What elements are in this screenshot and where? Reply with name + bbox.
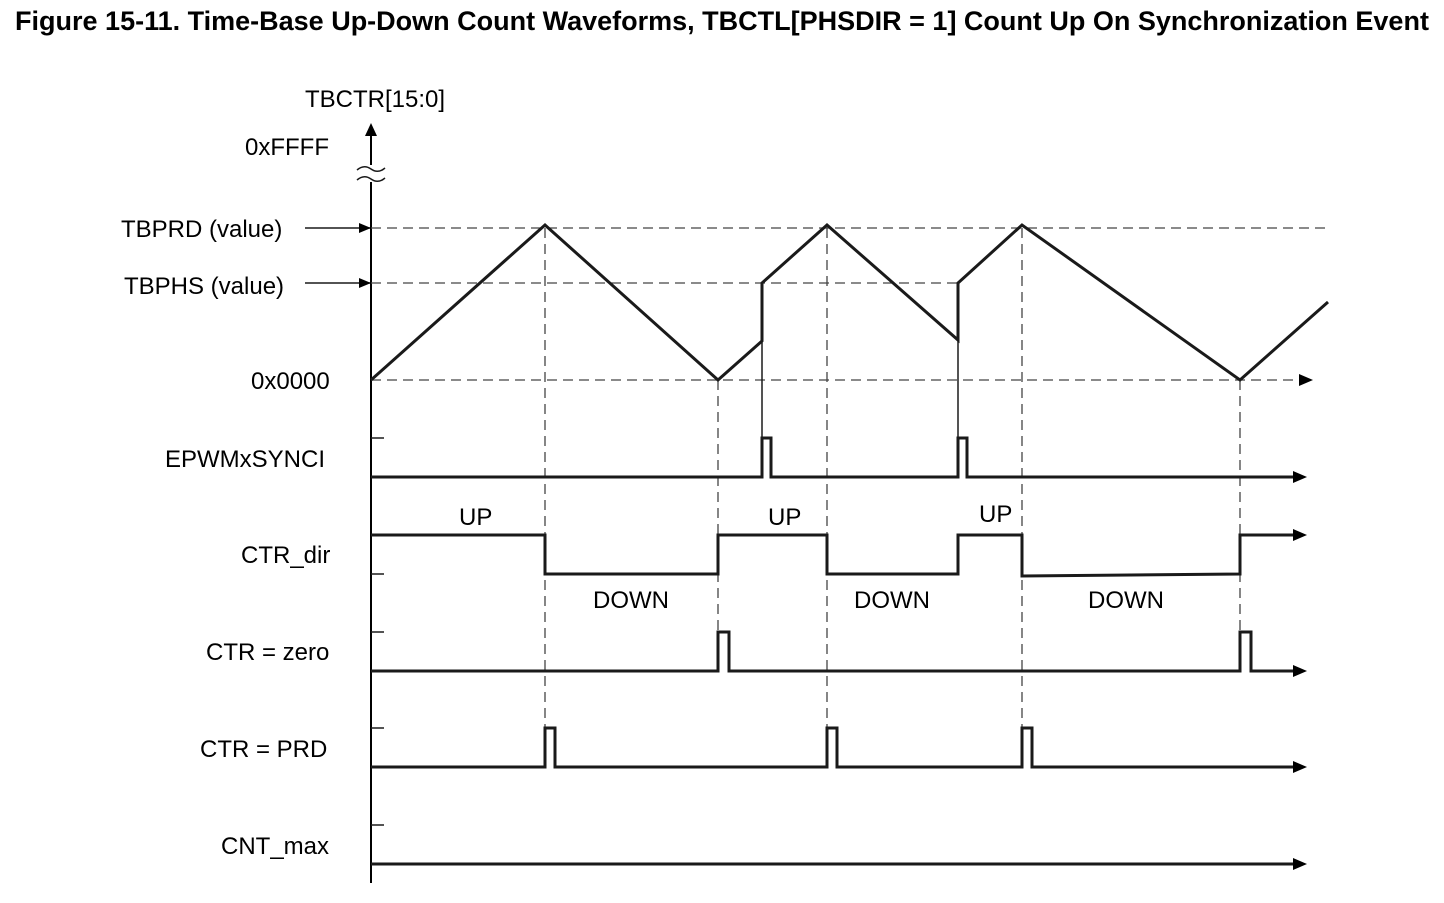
signal-label-dir: CTR_dir	[241, 542, 330, 569]
event-guides	[544, 228, 1241, 770]
y-axis-label: TBCTR[15:0]	[305, 86, 445, 113]
zero-waveform	[371, 630, 1296, 673]
level-label-zero: 0x0000	[251, 368, 330, 395]
signal-label-prd: CTR = PRD	[200, 736, 327, 763]
prd-waveform	[371, 726, 1296, 769]
dir-waveform	[371, 533, 1296, 578]
sync-waveform	[371, 436, 1296, 479]
dir-label-down-3: DOWN	[1088, 587, 1164, 614]
dir-label-up-2: UP	[768, 504, 801, 531]
signal-label-max: CNT_max	[221, 833, 329, 860]
signal-label-zero: CTR = zero	[206, 639, 329, 666]
vertical-axis	[356, 123, 386, 883]
dir-label-up-1: UP	[459, 504, 492, 531]
level-label-phase: TBPHS (value)	[124, 273, 284, 300]
signal-label-sync: EPWMxSYNCI	[165, 446, 325, 473]
axis-break-icon	[356, 166, 386, 172]
tbctr-waveform	[370, 222, 1329, 383]
level-label-period: TBPRD (value)	[121, 216, 282, 243]
dir-label-up-3: UP	[979, 501, 1012, 528]
level-label-max: 0xFFFF	[245, 134, 329, 161]
figure-title: Figure 15-11. Time-Base Up-Down Count Wa…	[15, 6, 1429, 36]
dir-label-down-2: DOWN	[854, 587, 930, 614]
dir-label-down-1: DOWN	[593, 587, 669, 614]
